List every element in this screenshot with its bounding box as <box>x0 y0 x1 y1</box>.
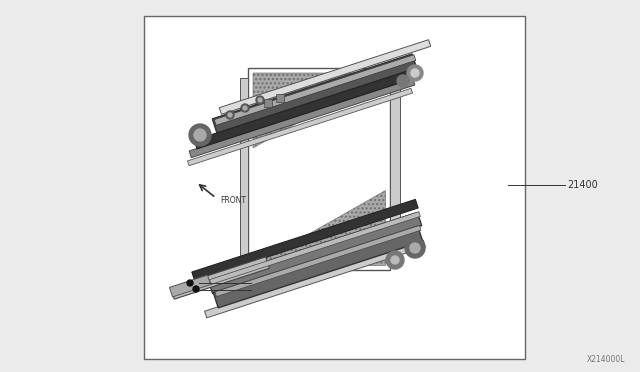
Polygon shape <box>208 212 422 294</box>
Circle shape <box>228 113 232 117</box>
Circle shape <box>405 238 425 258</box>
Circle shape <box>189 124 211 146</box>
Polygon shape <box>253 73 385 148</box>
Polygon shape <box>192 199 418 280</box>
Polygon shape <box>205 240 426 318</box>
Polygon shape <box>194 69 416 149</box>
Polygon shape <box>210 212 420 284</box>
Circle shape <box>258 98 262 102</box>
Polygon shape <box>220 40 431 114</box>
Circle shape <box>256 96 264 104</box>
Text: 21400: 21400 <box>567 180 598 190</box>
Polygon shape <box>253 190 385 265</box>
Circle shape <box>407 65 423 81</box>
Text: X214000L: X214000L <box>586 355 625 364</box>
Polygon shape <box>248 68 390 270</box>
Polygon shape <box>214 55 416 125</box>
Circle shape <box>226 111 234 119</box>
Polygon shape <box>170 275 211 297</box>
Polygon shape <box>390 78 400 260</box>
Circle shape <box>411 69 419 77</box>
Text: FRONT: FRONT <box>220 196 246 205</box>
Circle shape <box>187 280 193 286</box>
Polygon shape <box>240 78 248 260</box>
Polygon shape <box>188 88 413 166</box>
Text: 21460G: 21460G <box>253 279 283 288</box>
Polygon shape <box>189 78 415 158</box>
Bar <box>144 16 525 359</box>
Circle shape <box>397 75 409 87</box>
Bar <box>276 94 284 102</box>
Circle shape <box>241 104 249 112</box>
Polygon shape <box>212 54 418 136</box>
Circle shape <box>386 251 404 269</box>
Circle shape <box>391 256 399 264</box>
Polygon shape <box>215 225 421 296</box>
Circle shape <box>243 106 247 110</box>
Circle shape <box>194 129 206 141</box>
Polygon shape <box>171 257 269 299</box>
Bar <box>264 99 272 107</box>
Circle shape <box>410 243 420 253</box>
Text: 21490: 21490 <box>253 285 277 295</box>
Circle shape <box>193 286 199 292</box>
Polygon shape <box>213 226 422 308</box>
